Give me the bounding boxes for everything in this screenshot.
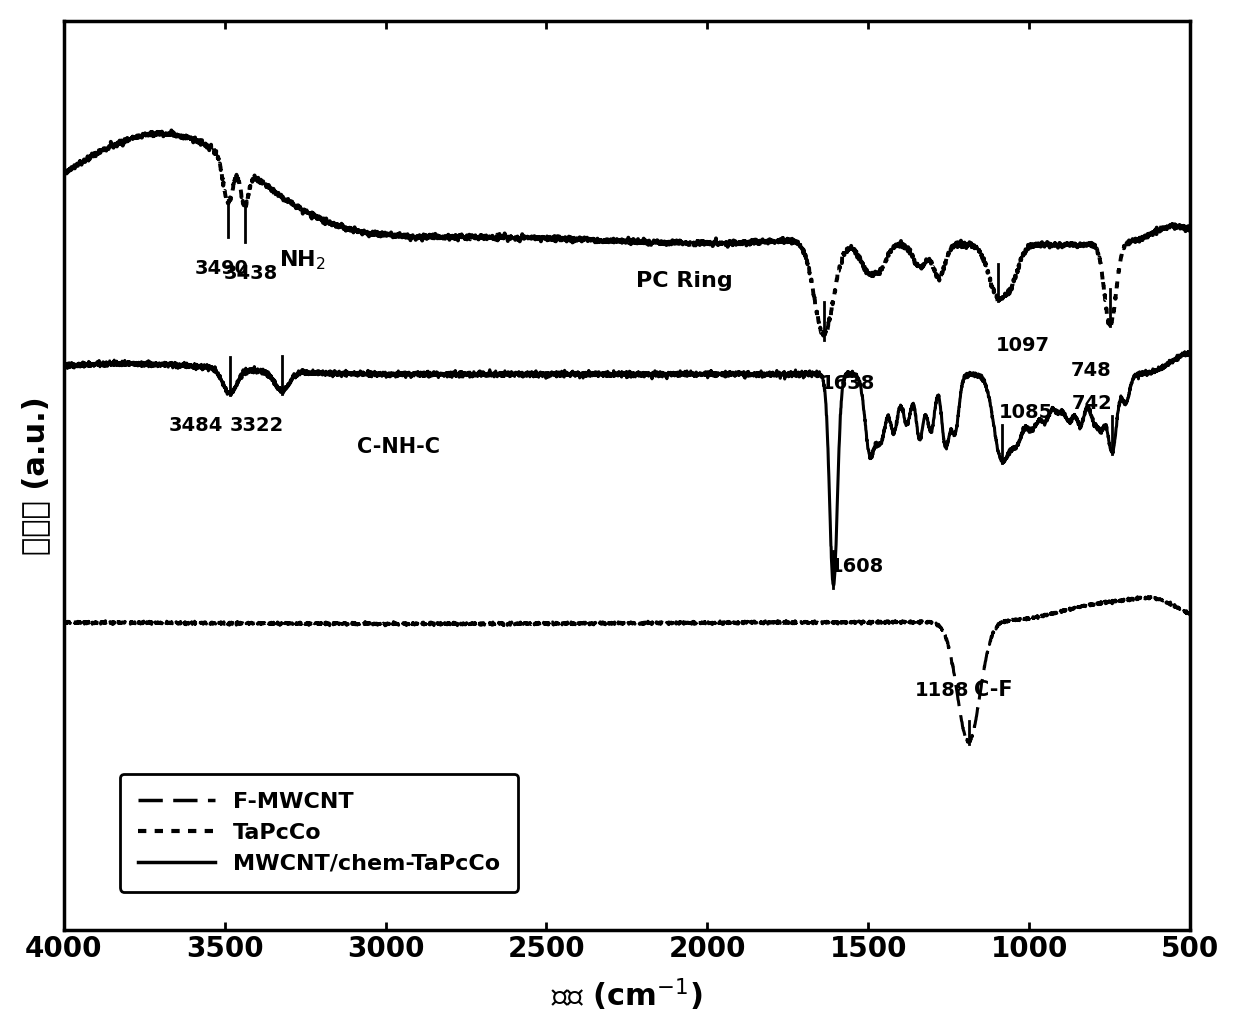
Text: 3322: 3322 [229, 416, 284, 434]
Y-axis label: 透过率 (a.u.): 透过率 (a.u.) [21, 396, 50, 555]
Text: NH$_2$: NH$_2$ [279, 248, 326, 272]
Text: 3484: 3484 [169, 417, 223, 435]
Text: 1085: 1085 [999, 403, 1054, 422]
Text: 3490: 3490 [195, 260, 248, 278]
Text: 748: 748 [1070, 361, 1111, 379]
X-axis label: 波数 (cm$^{-1}$): 波数 (cm$^{-1}$) [551, 977, 703, 1013]
Text: 3438: 3438 [224, 264, 278, 282]
Legend: F-MWCNT, TaPcCo, MWCNT/chem-TaPcCo: F-MWCNT, TaPcCo, MWCNT/chem-TaPcCo [120, 773, 518, 891]
Text: 1097: 1097 [996, 336, 1049, 355]
Text: 742: 742 [1073, 394, 1112, 414]
Text: 1638: 1638 [821, 374, 875, 393]
Text: C-F: C-F [975, 680, 1013, 700]
Text: 1188: 1188 [915, 681, 970, 700]
Text: PC Ring: PC Ring [636, 271, 733, 291]
Text: C-NH-C: C-NH-C [357, 437, 440, 457]
Text: 1608: 1608 [831, 556, 884, 576]
